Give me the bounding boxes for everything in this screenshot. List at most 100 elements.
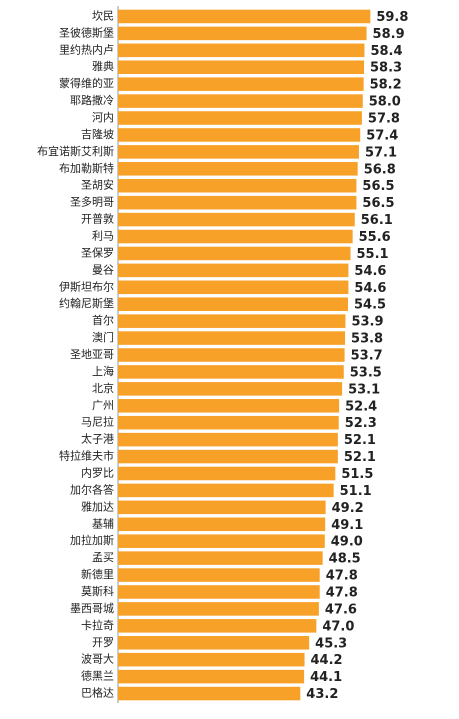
value-label: 53.1: [348, 382, 380, 397]
bar: [118, 483, 334, 498]
category-label: 波哥大: [81, 652, 114, 666]
value-label: 47.8: [326, 585, 358, 600]
value-label: 51.1: [340, 484, 372, 499]
category-label: 开罗: [92, 636, 114, 649]
bar: [118, 145, 359, 159]
bar: [118, 415, 339, 430]
bar: [118, 162, 358, 176]
value-label: 52.1: [344, 433, 376, 448]
bar: [118, 9, 371, 24]
value-label: 53.7: [351, 349, 383, 364]
category-label: 约翰尼斯堡: [59, 296, 114, 310]
category-label: 曼谷: [92, 263, 114, 276]
bar: [118, 449, 338, 464]
category-label: 加尔各答: [70, 482, 114, 496]
category-label: 澳门: [92, 330, 114, 344]
bar: [118, 26, 367, 41]
bar: [118, 60, 365, 75]
bar: [118, 77, 364, 91]
bar: [118, 669, 305, 684]
value-label: 56.8: [364, 162, 396, 177]
category-label: 吉隆坡: [81, 127, 114, 141]
category-label: 圣胡安: [81, 178, 114, 192]
category-label: 北京: [92, 381, 114, 395]
category-label: 基辅: [92, 516, 114, 530]
value-label: 53.5: [350, 365, 382, 380]
bar: [118, 246, 351, 261]
value-label: 58.0: [369, 95, 401, 110]
value-label: 54.6: [354, 281, 386, 296]
value-label: 53.9: [351, 315, 383, 330]
category-label: 马尼拉: [81, 415, 114, 429]
value-label: 44.1: [310, 670, 342, 685]
category-label: 德黑兰: [81, 669, 114, 683]
bar: [118, 619, 317, 633]
bar: [118, 348, 345, 362]
value-label: 57.4: [366, 128, 398, 143]
category-label: 圣多明哥: [70, 195, 114, 209]
value-label: 55.6: [359, 230, 391, 245]
bar: [118, 500, 326, 515]
category-label: 广州: [92, 399, 114, 412]
value-label: 56.1: [361, 213, 393, 228]
bar: [118, 382, 343, 396]
value-label: 58.9: [373, 27, 405, 42]
bar: [118, 686, 301, 701]
value-label: 47.8: [326, 569, 358, 584]
bar: [118, 43, 365, 58]
category-label: 加拉加斯: [70, 533, 114, 547]
category-label: 孟买: [92, 551, 114, 564]
value-label: 58.2: [370, 78, 402, 93]
bar: [118, 534, 325, 548]
bar: [118, 399, 340, 413]
category-label: 开普敦: [81, 212, 114, 226]
bar: [118, 128, 361, 142]
bar: [118, 195, 357, 210]
bar: [118, 551, 323, 565]
value-label: 49.2: [332, 501, 364, 516]
value-label: 49.1: [331, 518, 363, 533]
category-label: 雅加达: [81, 499, 114, 513]
bar: [118, 652, 305, 667]
bar: [118, 365, 344, 379]
category-label: 特拉维夫市: [59, 449, 114, 463]
value-label: 52.3: [345, 416, 377, 431]
category-label: 伊斯坦布尔: [59, 279, 114, 293]
value-label: 57.1: [365, 145, 397, 160]
category-label: 布宜诺斯艾利斯: [37, 144, 114, 158]
category-label: 太子港: [81, 433, 114, 446]
bar: [118, 517, 326, 532]
category-label: 内罗比: [81, 465, 114, 479]
category-label: 蒙得维的亚: [59, 76, 114, 90]
bar: [118, 280, 349, 295]
value-label: 48.5: [329, 552, 361, 567]
value-label: 56.5: [362, 179, 394, 194]
value-label: 58.4: [370, 44, 402, 59]
bar: [118, 331, 346, 345]
bar: [118, 229, 353, 244]
category-label: 莫斯科: [81, 584, 114, 598]
category-label: 首尔: [92, 313, 114, 327]
value-label: 43.2: [306, 687, 338, 702]
value-label: 44.2: [311, 653, 343, 668]
category-label: 上海: [92, 364, 114, 378]
value-label: 47.6: [325, 602, 357, 617]
value-label: 45.3: [315, 636, 347, 651]
value-label: 57.8: [368, 112, 400, 127]
value-label: 51.5: [341, 467, 373, 482]
category-label: 圣彼德斯堡: [59, 25, 114, 39]
bar: [118, 178, 357, 193]
category-label: 利马: [92, 230, 114, 243]
category-label: 雅典: [92, 59, 114, 73]
bar: [118, 314, 346, 328]
bar: [118, 432, 338, 447]
category-label: 巴格达: [81, 686, 114, 700]
category-label: 圣地亚哥: [70, 348, 114, 361]
bar: [118, 585, 320, 599]
bar: [118, 94, 363, 108]
value-label: 52.4: [345, 399, 377, 414]
bar: [118, 635, 310, 650]
bar: [118, 297, 348, 311]
